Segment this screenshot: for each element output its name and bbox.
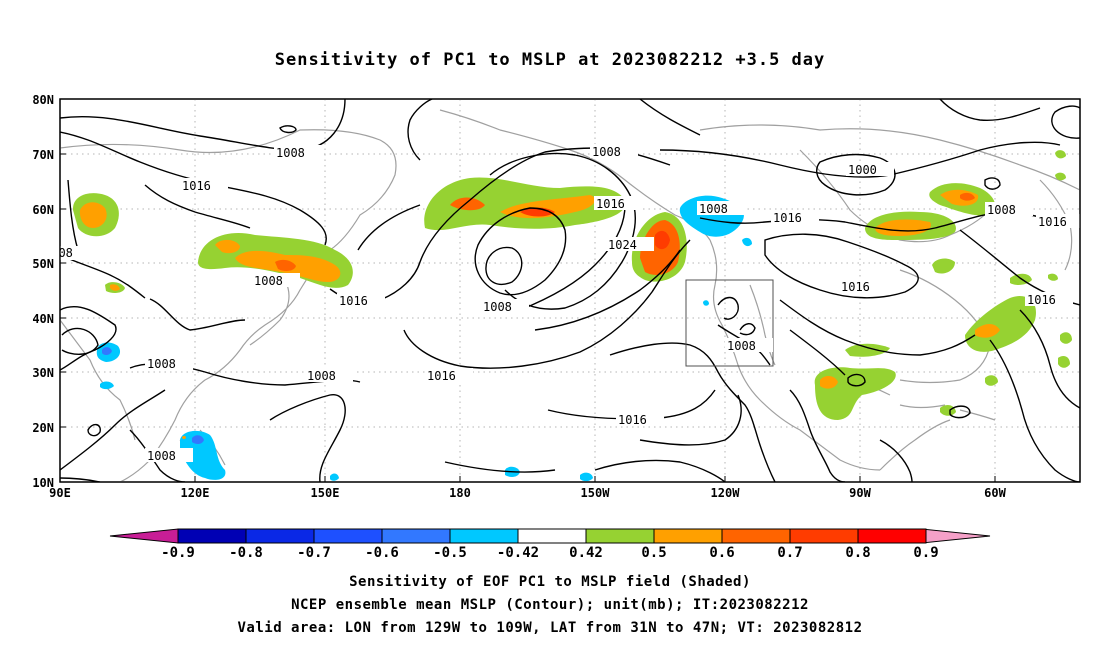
- colorbar-segment: [517, 528, 587, 544]
- longitude-labels: 90E 120E 150E 180 150W 120W 90W 60W: [49, 486, 1006, 500]
- lon-label: 150W: [581, 486, 611, 500]
- contour-label: 1008: [147, 357, 176, 371]
- contour-label: 1024: [608, 238, 637, 252]
- map-title: Sensitivity of PC1 to MSLP at 2023082212…: [274, 50, 826, 70]
- caption-valid-area: Valid area: LON from 129W to 109W, LAT f…: [237, 620, 863, 636]
- lat-lon-grid: [60, 99, 1080, 482]
- contour-label: 1016: [773, 211, 802, 225]
- lon-label: 180: [449, 486, 471, 500]
- colorbar-label: -0.8: [229, 545, 263, 561]
- colorbar-label: 0.7: [777, 545, 802, 561]
- colorbar-segment: [585, 528, 655, 544]
- contour-label: 1008: [727, 339, 756, 353]
- lat-label: 70N: [32, 148, 54, 162]
- colorbar-label: 0.9: [913, 545, 938, 561]
- contour-label: 1016: [1038, 215, 1067, 229]
- axis-ticks: [60, 153, 996, 482]
- lat-label: 80N: [32, 93, 54, 107]
- colorbar-label: -0.7: [297, 545, 331, 561]
- contour-label: 1008: [254, 274, 283, 288]
- lat-label: 10N: [32, 476, 54, 490]
- lat-label: 40N: [32, 312, 54, 326]
- contour-label: 1016: [182, 179, 211, 193]
- colorbar-segment: [177, 528, 247, 544]
- lon-label: 120W: [711, 486, 741, 500]
- colorbar-segment: [653, 528, 723, 544]
- contour-label: 1008: [44, 246, 73, 260]
- valid-area-box: [685, 279, 774, 367]
- contour-label: 1008: [699, 202, 728, 216]
- contour-label: 1000: [848, 163, 877, 177]
- lat-label: 30N: [32, 366, 54, 380]
- contour-label: 1008: [276, 146, 305, 160]
- contour-label: 1016: [339, 294, 368, 308]
- colorbar-label: -0.5: [433, 545, 467, 561]
- colorbar-segment: [313, 528, 383, 544]
- map-frame: [59, 98, 1081, 483]
- contour-label: 1008: [307, 369, 336, 383]
- colorbar-segment: [789, 528, 859, 544]
- colorbar-segment: [449, 528, 519, 544]
- lon-label: 120E: [181, 486, 210, 500]
- colorbar-segment: [721, 528, 791, 544]
- contour-label: 1016: [618, 413, 647, 427]
- colorbar-segment: [381, 528, 451, 544]
- colorbar-high-arrow: [921, 528, 991, 544]
- contour-label: 1016: [427, 369, 456, 383]
- colorbar-label: -0.42: [497, 545, 539, 561]
- contour-label: 1016: [596, 197, 625, 211]
- lon-label: 90E: [49, 486, 71, 500]
- colorbar-label: 0.8: [845, 545, 870, 561]
- caption-shading: Sensitivity of EOF PC1 to MSLP field (Sh…: [349, 574, 751, 590]
- colorbar: -0.9 -0.8 -0.7 -0.6 -0.5 -0.42 0.42 0.5 0.6 0.7 0.…: [109, 528, 991, 561]
- sensitivity-shading: [72, 150, 1072, 482]
- colorbar-label: 0.6: [709, 545, 734, 561]
- lon-label: 90W: [849, 486, 871, 500]
- contour-label: 1008: [147, 449, 176, 463]
- colorbar-label: 0.5: [641, 545, 666, 561]
- contour-labels: 1008 1016 1008 1008 1008 1016 1008 1016 …: [44, 144, 1080, 463]
- contour-label: 1008: [592, 145, 621, 159]
- caption-contour: NCEP ensemble mean MSLP (Contour); unit(…: [291, 597, 809, 613]
- colorbar-segment: [245, 528, 315, 544]
- contour-label: 1008: [987, 203, 1016, 217]
- contour-label: 1016: [1027, 293, 1056, 307]
- lat-label: 50N: [32, 257, 54, 271]
- colorbar-label: -0.6: [365, 545, 399, 561]
- lon-label: 150E: [311, 486, 340, 500]
- contour-label: 1016: [841, 280, 870, 294]
- colorbar-low-arrow: [109, 528, 179, 544]
- contour-label: 1008: [483, 300, 512, 314]
- lat-label: 60N: [32, 203, 54, 217]
- colorbar-segment: [857, 528, 927, 544]
- lat-label: 20N: [32, 421, 54, 435]
- colorbar-label: -0.9: [161, 545, 195, 561]
- lon-label: 60W: [984, 486, 1006, 500]
- colorbar-label: 0.42: [569, 545, 603, 561]
- latitude-labels: 80N 70N 60N 50N 40N 30N 20N 10N: [32, 93, 54, 490]
